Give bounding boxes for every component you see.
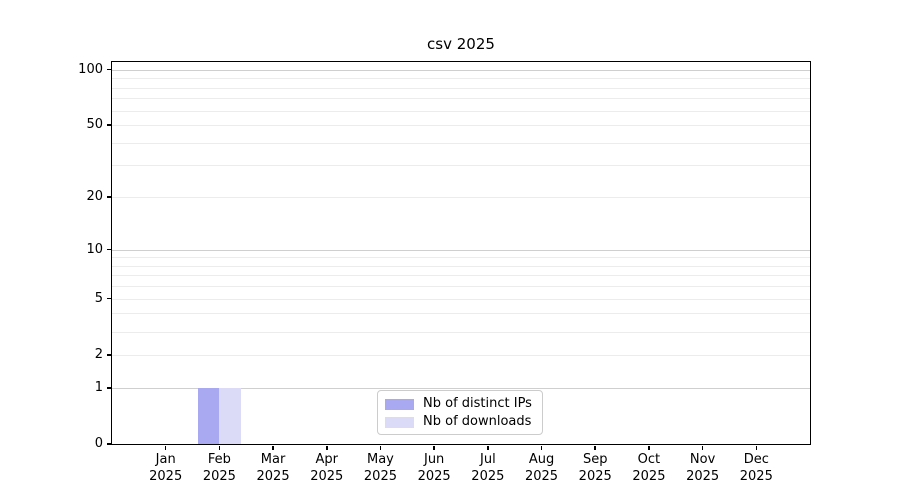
- x-tick-mark-feb: [218, 445, 221, 450]
- gridline-minor-20: [112, 197, 810, 199]
- x-tick-mark-dec: [755, 445, 758, 450]
- y-tick-mark-2: [106, 354, 112, 356]
- x-tick-label-year-feb: 2025: [202, 469, 236, 484]
- x-tick-label-year-oct: 2025: [632, 469, 666, 484]
- gridline-minor-2: [112, 354, 810, 356]
- gridline-minor-4: [112, 313, 810, 315]
- y-tick-label-1: 1: [94, 379, 103, 395]
- gridline-minor-50: [112, 125, 810, 127]
- legend: Nb of distinct IPs Nb of downloads: [377, 390, 543, 435]
- x-tick-mark-mar: [272, 445, 274, 450]
- y-tick-mark-5: [106, 297, 112, 300]
- y-tick-label-20: 20: [86, 189, 103, 205]
- x-tick-label-year-jan: 2025: [149, 469, 183, 484]
- y-tick-label-50: 50: [86, 117, 103, 133]
- gridline-minor-70: [112, 98, 810, 100]
- x-tick-mark-jan: [164, 445, 167, 450]
- x-tick-label-month-sep: Sep: [582, 452, 608, 467]
- legend-item-downloads: Nb of downloads: [378, 413, 542, 431]
- x-tick-label-month-nov: Nov: [689, 452, 716, 467]
- legend-item-distinct-ips: Nb of distinct IPs: [378, 395, 542, 413]
- y-tick-label-0: 0: [94, 436, 103, 451]
- legend-label-downloads: Nb of downloads: [423, 414, 532, 429]
- x-tick-mark-nov: [701, 445, 704, 450]
- gridline-minor-90: [112, 78, 810, 80]
- x-tick-label-month-dec: Dec: [743, 452, 769, 467]
- x-tick-label-year-apr: 2025: [310, 469, 344, 484]
- x-tick-label-month-apr: Apr: [315, 452, 339, 467]
- y-tick-label-10: 10: [86, 241, 103, 257]
- x-tick-mark-apr: [326, 445, 328, 450]
- y-tick-mark-0: [106, 443, 112, 445]
- x-tick-mark-sep: [594, 445, 596, 450]
- gridline-minor-7: [112, 275, 810, 277]
- x-tick-label-month-mar: Mar: [260, 452, 286, 467]
- x-tick-mark-jul: [487, 445, 489, 450]
- x-tick-mark-jun: [433, 445, 435, 450]
- gridline-major-10: [112, 249, 810, 251]
- x-tick-label-year-sep: 2025: [578, 469, 612, 484]
- legend-swatch-distinct-ips: [385, 398, 414, 410]
- y-tick-label-2: 2: [94, 346, 103, 362]
- x-tick-label-month-feb: Feb: [207, 452, 231, 467]
- x-tick-label-month-jan: Jan: [155, 452, 176, 467]
- y-tick-mark-100: [106, 68, 112, 71]
- plot-area: [112, 62, 810, 444]
- y-tick-mark-10: [106, 248, 112, 251]
- x-tick-label-year-nov: 2025: [686, 469, 720, 484]
- x-tick-label-year-may: 2025: [363, 469, 397, 484]
- gridline-minor-3: [112, 331, 810, 333]
- x-tick-mark-oct: [648, 445, 650, 450]
- x-tick-mark-aug: [540, 445, 543, 450]
- legend-label-distinct-ips: Nb of distinct IPs: [423, 396, 532, 411]
- x-tick-label-year-aug: 2025: [524, 469, 559, 484]
- y-tick-label-5: 5: [94, 290, 103, 306]
- x-tick-label-month-may: May: [367, 452, 394, 467]
- gridline-major-1: [112, 387, 810, 389]
- gridline-minor-40: [112, 142, 810, 144]
- x-tick-mark-may: [379, 445, 382, 450]
- x-tick-label-month-jul: Jul: [480, 452, 496, 467]
- bar-downloads-feb-2025: [219, 387, 241, 444]
- plot-frame: [110, 60, 811, 445]
- x-tick-label-month-oct: Oct: [637, 452, 661, 467]
- chart-title: csv 2025: [427, 35, 495, 53]
- x-tick-label-month-jun: Jun: [423, 452, 445, 467]
- x-tick-label-year-jun: 2025: [417, 469, 451, 484]
- gridline-minor-5: [112, 298, 810, 300]
- legend-swatch-downloads: [385, 416, 414, 428]
- x-tick-label-month-aug: Aug: [528, 452, 555, 467]
- gridline-minor-6: [112, 286, 810, 288]
- y-tick-mark-1: [106, 387, 112, 389]
- y-tick-mark-20: [106, 196, 112, 198]
- y-tick-mark-50: [106, 124, 112, 126]
- bar-distinct-ips-feb-2025: [197, 387, 220, 444]
- x-tick-label-year-jul: 2025: [471, 469, 505, 484]
- x-tick-label-year-mar: 2025: [256, 469, 290, 484]
- y-tick-label-100: 100: [78, 61, 103, 77]
- gridline-minor-30: [112, 165, 810, 167]
- x-tick-label-year-dec: 2025: [739, 469, 773, 484]
- gridline-minor-60: [112, 110, 810, 112]
- gridline-minor-8: [112, 265, 810, 267]
- gridline-minor-9: [112, 257, 810, 259]
- gridline-minor-80: [112, 87, 810, 89]
- gridline-major-100: [112, 69, 810, 71]
